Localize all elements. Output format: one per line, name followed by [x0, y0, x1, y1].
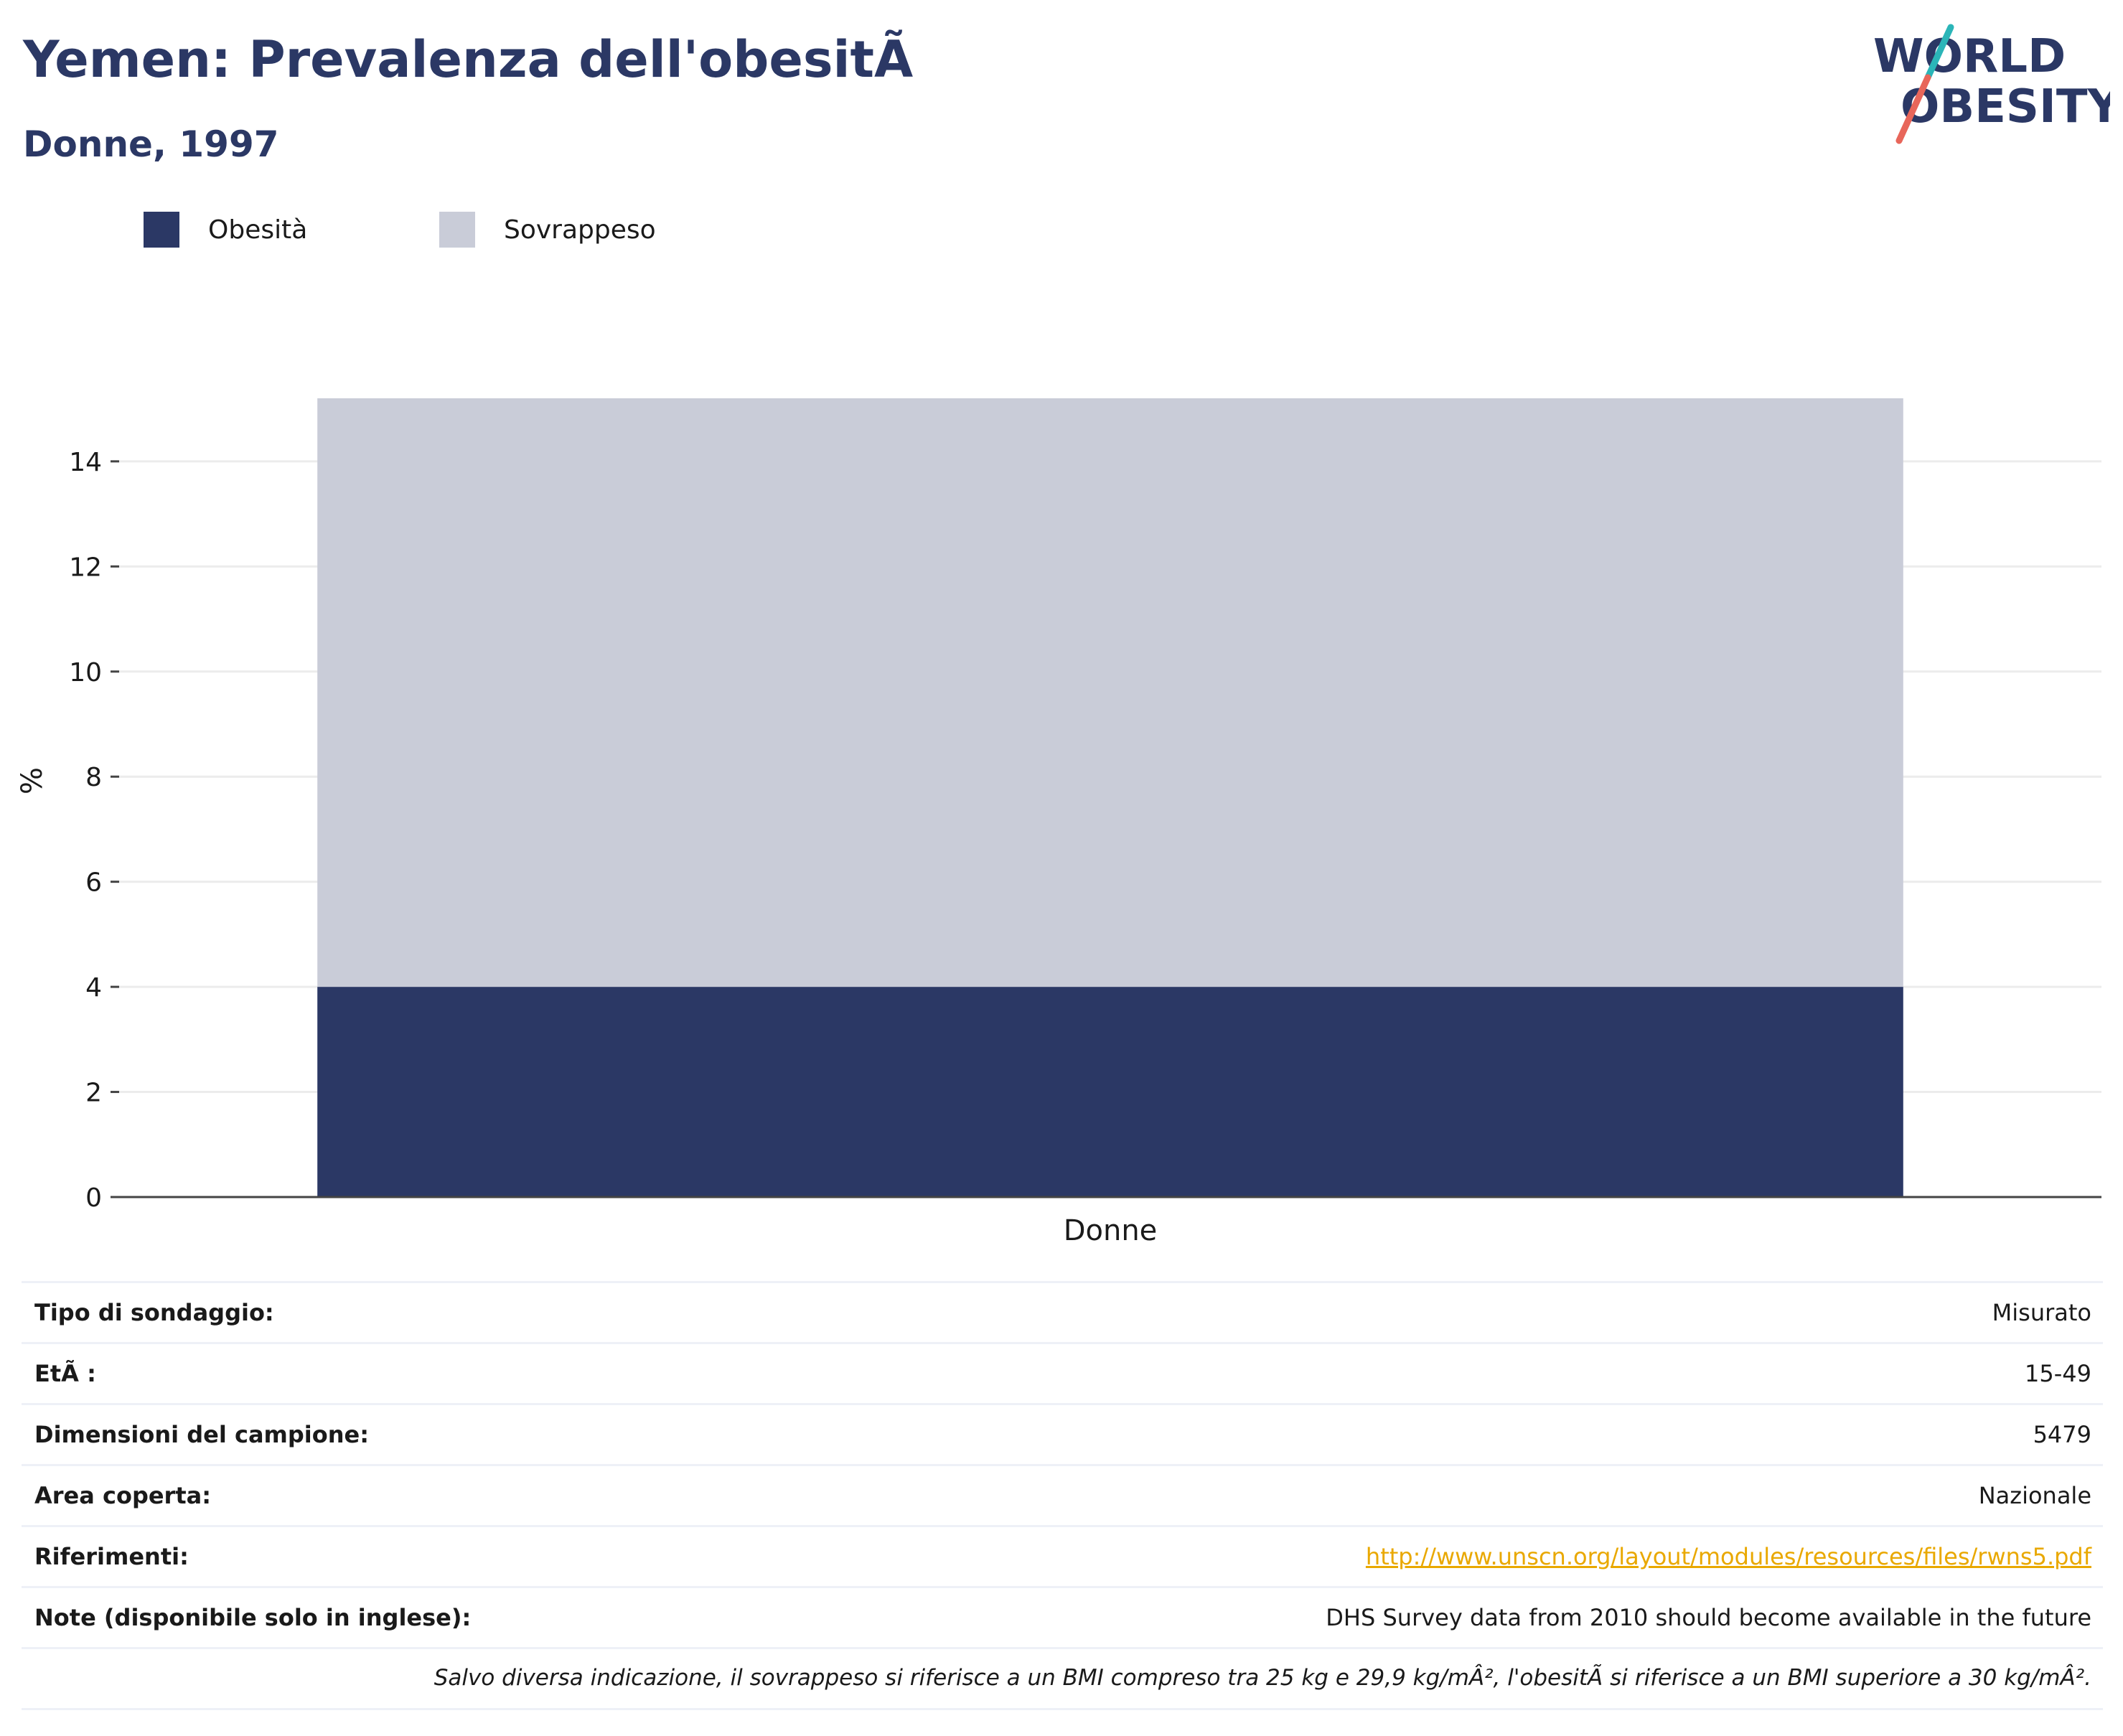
y-tick-label: 2 — [85, 1079, 102, 1108]
y-tick-label: 8 — [85, 763, 102, 792]
bar-chart: 0 2 4 6 8 10 12 14 Donne% — [16, 398, 2101, 1247]
logo-slash-top — [1924, 24, 1954, 81]
info-label: Tipo di sondaggio: — [34, 1299, 274, 1326]
logo-slash-bottom — [1895, 74, 1931, 144]
info-label: EtÃ : — [34, 1360, 96, 1387]
info-row-age: EtÃ : 15-49 — [22, 1342, 2103, 1403]
page-subtitle: Donne, 1997 — [23, 123, 279, 165]
info-value: 15-49 — [2025, 1360, 2091, 1387]
info-row-sample-size: Dimensioni del campione: 5479 — [22, 1403, 2103, 1464]
y-tick-label: 10 — [69, 658, 102, 688]
info-row-area: Area coperta: Nazionale — [22, 1464, 2103, 1525]
legend-swatch-overweight — [439, 212, 475, 248]
logo-line-1: WORLD — [1873, 30, 2066, 83]
info-value: DHS Survey data from 2010 should become … — [1326, 1604, 2091, 1631]
survey-info-table: Tipo di sondaggio: Misurato EtÃ : 15-49 … — [22, 1281, 2103, 1710]
y-axis-label: % — [16, 767, 49, 794]
info-label: Area coperta: — [34, 1482, 212, 1509]
info-row-notes: Note (disponibile solo in inglese): DHS … — [22, 1586, 2103, 1647]
y-tick-label: 14 — [69, 448, 102, 477]
x-tick-label: Donne — [1064, 1214, 1158, 1247]
bar-segment — [317, 398, 1903, 987]
legend-label-obesity: Obesità — [208, 215, 308, 245]
page-title: Yemen: Prevalenza dell'obesitÃ — [23, 30, 914, 89]
info-value: 5479 — [2033, 1421, 2091, 1448]
y-tick-label: 12 — [69, 553, 102, 582]
info-row-survey-type: Tipo di sondaggio: Misurato — [22, 1281, 2103, 1342]
legend-swatch-obesity — [144, 212, 179, 248]
reference-link[interactable]: http://www.unscn.org/layout/modules/reso… — [1365, 1543, 2091, 1570]
info-value: Misurato — [1992, 1299, 2091, 1326]
logo-line-2: OBESITY — [1901, 80, 2110, 133]
info-label: Note (disponibile solo in inglese): — [34, 1604, 472, 1631]
info-label: Riferimenti: — [34, 1543, 189, 1570]
info-label: Dimensioni del campione: — [34, 1421, 370, 1448]
legend-item-overweight[interactable]: Sovrappeso — [439, 212, 656, 248]
world-obesity-logo: WORLD OBESITY — [1873, 24, 2110, 144]
footnote-row: Salvo diversa indicazione, il sovrappeso… — [22, 1647, 2103, 1710]
legend-item-obesity[interactable]: Obesità — [144, 212, 307, 248]
y-tick-label: 0 — [85, 1183, 102, 1213]
bar-segment — [317, 987, 1903, 1197]
info-value: Nazionale — [1978, 1482, 2091, 1509]
bmi-footnote: Salvo diversa indicazione, il sovrappeso… — [433, 1665, 2091, 1691]
legend-label-overweight: Sovrappeso — [504, 215, 656, 245]
info-row-references: Riferimenti: http://www.unscn.org/layout… — [22, 1525, 2103, 1586]
y-tick-label: 6 — [85, 868, 102, 898]
y-tick-label: 4 — [85, 973, 102, 1003]
